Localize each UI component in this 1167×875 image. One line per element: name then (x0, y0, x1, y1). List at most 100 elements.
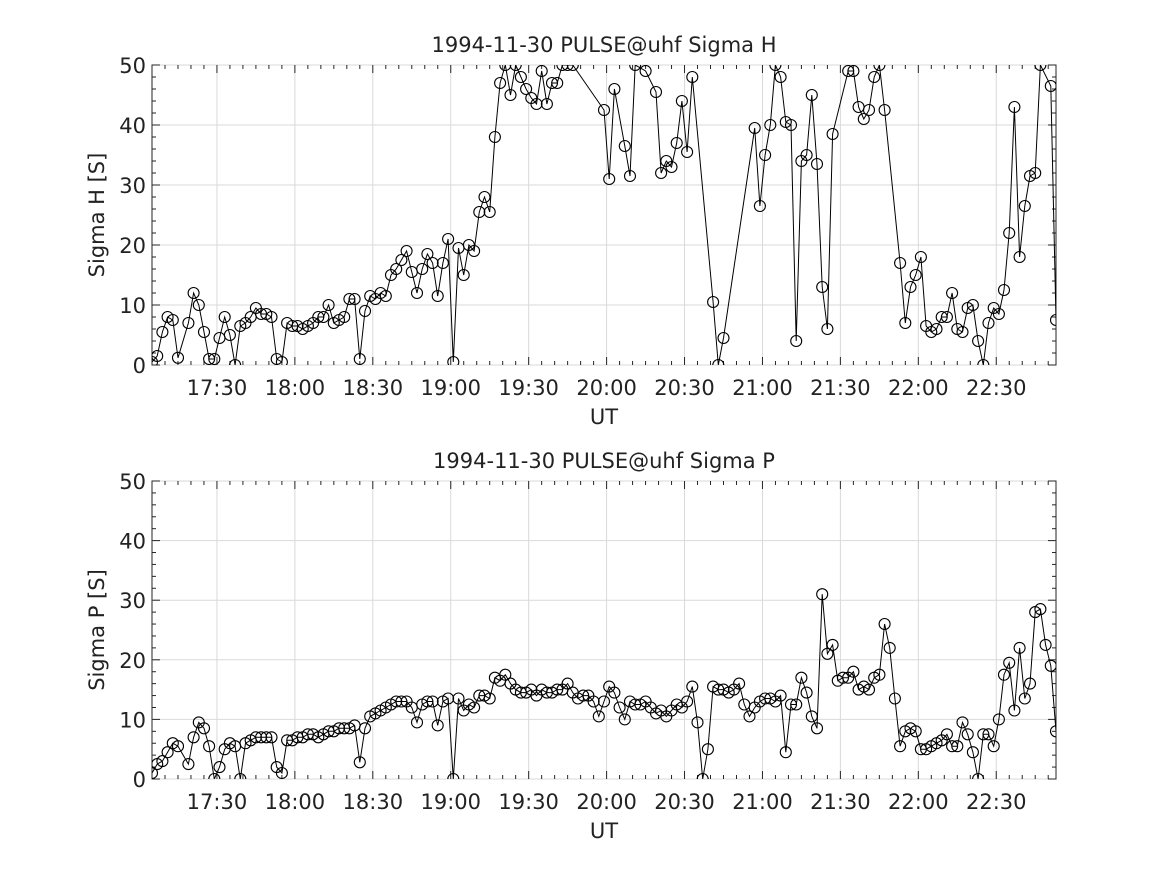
x-tick-label: 18:00 (265, 790, 326, 814)
data-point (203, 352, 216, 365)
data-point (197, 325, 211, 339)
data-point (946, 740, 959, 753)
data-point (358, 304, 372, 318)
data-point (862, 683, 876, 696)
data-point (608, 686, 621, 699)
data-point (1049, 725, 1056, 738)
data-point (753, 199, 766, 213)
data-point (187, 286, 200, 300)
data-point (161, 746, 174, 759)
data-point (1013, 641, 1026, 654)
data-point (940, 310, 953, 324)
x-tick-label: 22:00 (888, 376, 949, 400)
data-point (608, 82, 621, 96)
data-point (592, 710, 605, 723)
data-point (784, 698, 798, 711)
data-point (956, 325, 969, 339)
data-point (530, 97, 543, 111)
data-point (561, 677, 574, 690)
data-point (182, 316, 195, 330)
grid (152, 64, 1056, 366)
x-tick-label: 21:30 (810, 790, 871, 814)
data-point (826, 638, 839, 651)
data-point (821, 322, 834, 336)
data-point (561, 65, 574, 72)
y-tick-label: 30 (119, 589, 146, 613)
data-point (821, 647, 834, 660)
data-point (670, 136, 683, 150)
data-point (764, 118, 777, 132)
data-point (166, 313, 179, 327)
data-point (774, 689, 787, 702)
x-tick-label: 20:00 (576, 790, 637, 814)
data-point (862, 103, 876, 117)
y-tick-label: 0 (133, 768, 146, 792)
x-tick-label: 19:30 (498, 376, 559, 400)
data-point (488, 130, 501, 144)
data-point (899, 316, 912, 330)
data-point (436, 256, 449, 270)
data-point (707, 295, 720, 309)
data-point (421, 695, 434, 708)
data-point (312, 310, 325, 324)
chart-title: 1994-11-30 PULSE@uhf Sigma P (433, 449, 775, 473)
data-point (743, 710, 756, 723)
data-point (152, 766, 159, 779)
data-point (551, 683, 564, 696)
data-point (203, 740, 216, 753)
data-point (208, 352, 221, 365)
data-point (966, 746, 979, 759)
data-point (956, 716, 969, 729)
data-point (447, 772, 460, 779)
data-point (935, 310, 948, 324)
data-point (255, 731, 268, 744)
data-point (992, 307, 1005, 321)
data-point (748, 121, 761, 135)
data-point (1039, 638, 1052, 651)
data-point (322, 298, 335, 312)
data-point (431, 719, 444, 732)
x-tick-label: 20:30 (654, 790, 715, 814)
data-point (894, 256, 907, 270)
data-point (909, 268, 922, 282)
data-point (535, 65, 548, 78)
data-point (904, 280, 917, 294)
data-point (779, 746, 792, 759)
data-point (784, 118, 798, 132)
data-point (1018, 199, 1031, 213)
data-point (218, 310, 231, 324)
data-point (395, 253, 408, 267)
data-point (1008, 704, 1021, 717)
data-point (982, 316, 995, 330)
data-point (696, 772, 709, 779)
data-point (514, 70, 527, 84)
data-point (1034, 603, 1047, 616)
data-point (873, 668, 886, 681)
data-point (499, 668, 512, 681)
data-point (260, 731, 273, 744)
data-point (473, 205, 486, 219)
data-point (618, 139, 631, 153)
data-point (234, 772, 247, 779)
data-point (152, 349, 164, 363)
y-tick-label: 30 (119, 174, 146, 198)
data-point (691, 716, 704, 729)
data-point (805, 710, 818, 723)
data-point (442, 692, 455, 705)
data-point (431, 289, 444, 303)
chart-sigma-p: 1994-11-30 PULSE@uhf Sigma P 17:30 18:00 1… (85, 449, 1057, 843)
data-point (1034, 65, 1047, 72)
x-tick-label: 22:00 (888, 790, 949, 814)
y-axis-label: Sigma H [S] (85, 153, 109, 278)
data-point (353, 756, 366, 769)
data-point (686, 680, 699, 693)
ticks (151, 64, 1056, 366)
data-point (540, 97, 553, 111)
data-point (400, 244, 413, 258)
data-point (966, 298, 979, 312)
data-point (810, 722, 824, 735)
data-point (878, 617, 891, 631)
x-axis-label: UT (590, 819, 618, 843)
data-point (395, 695, 408, 708)
